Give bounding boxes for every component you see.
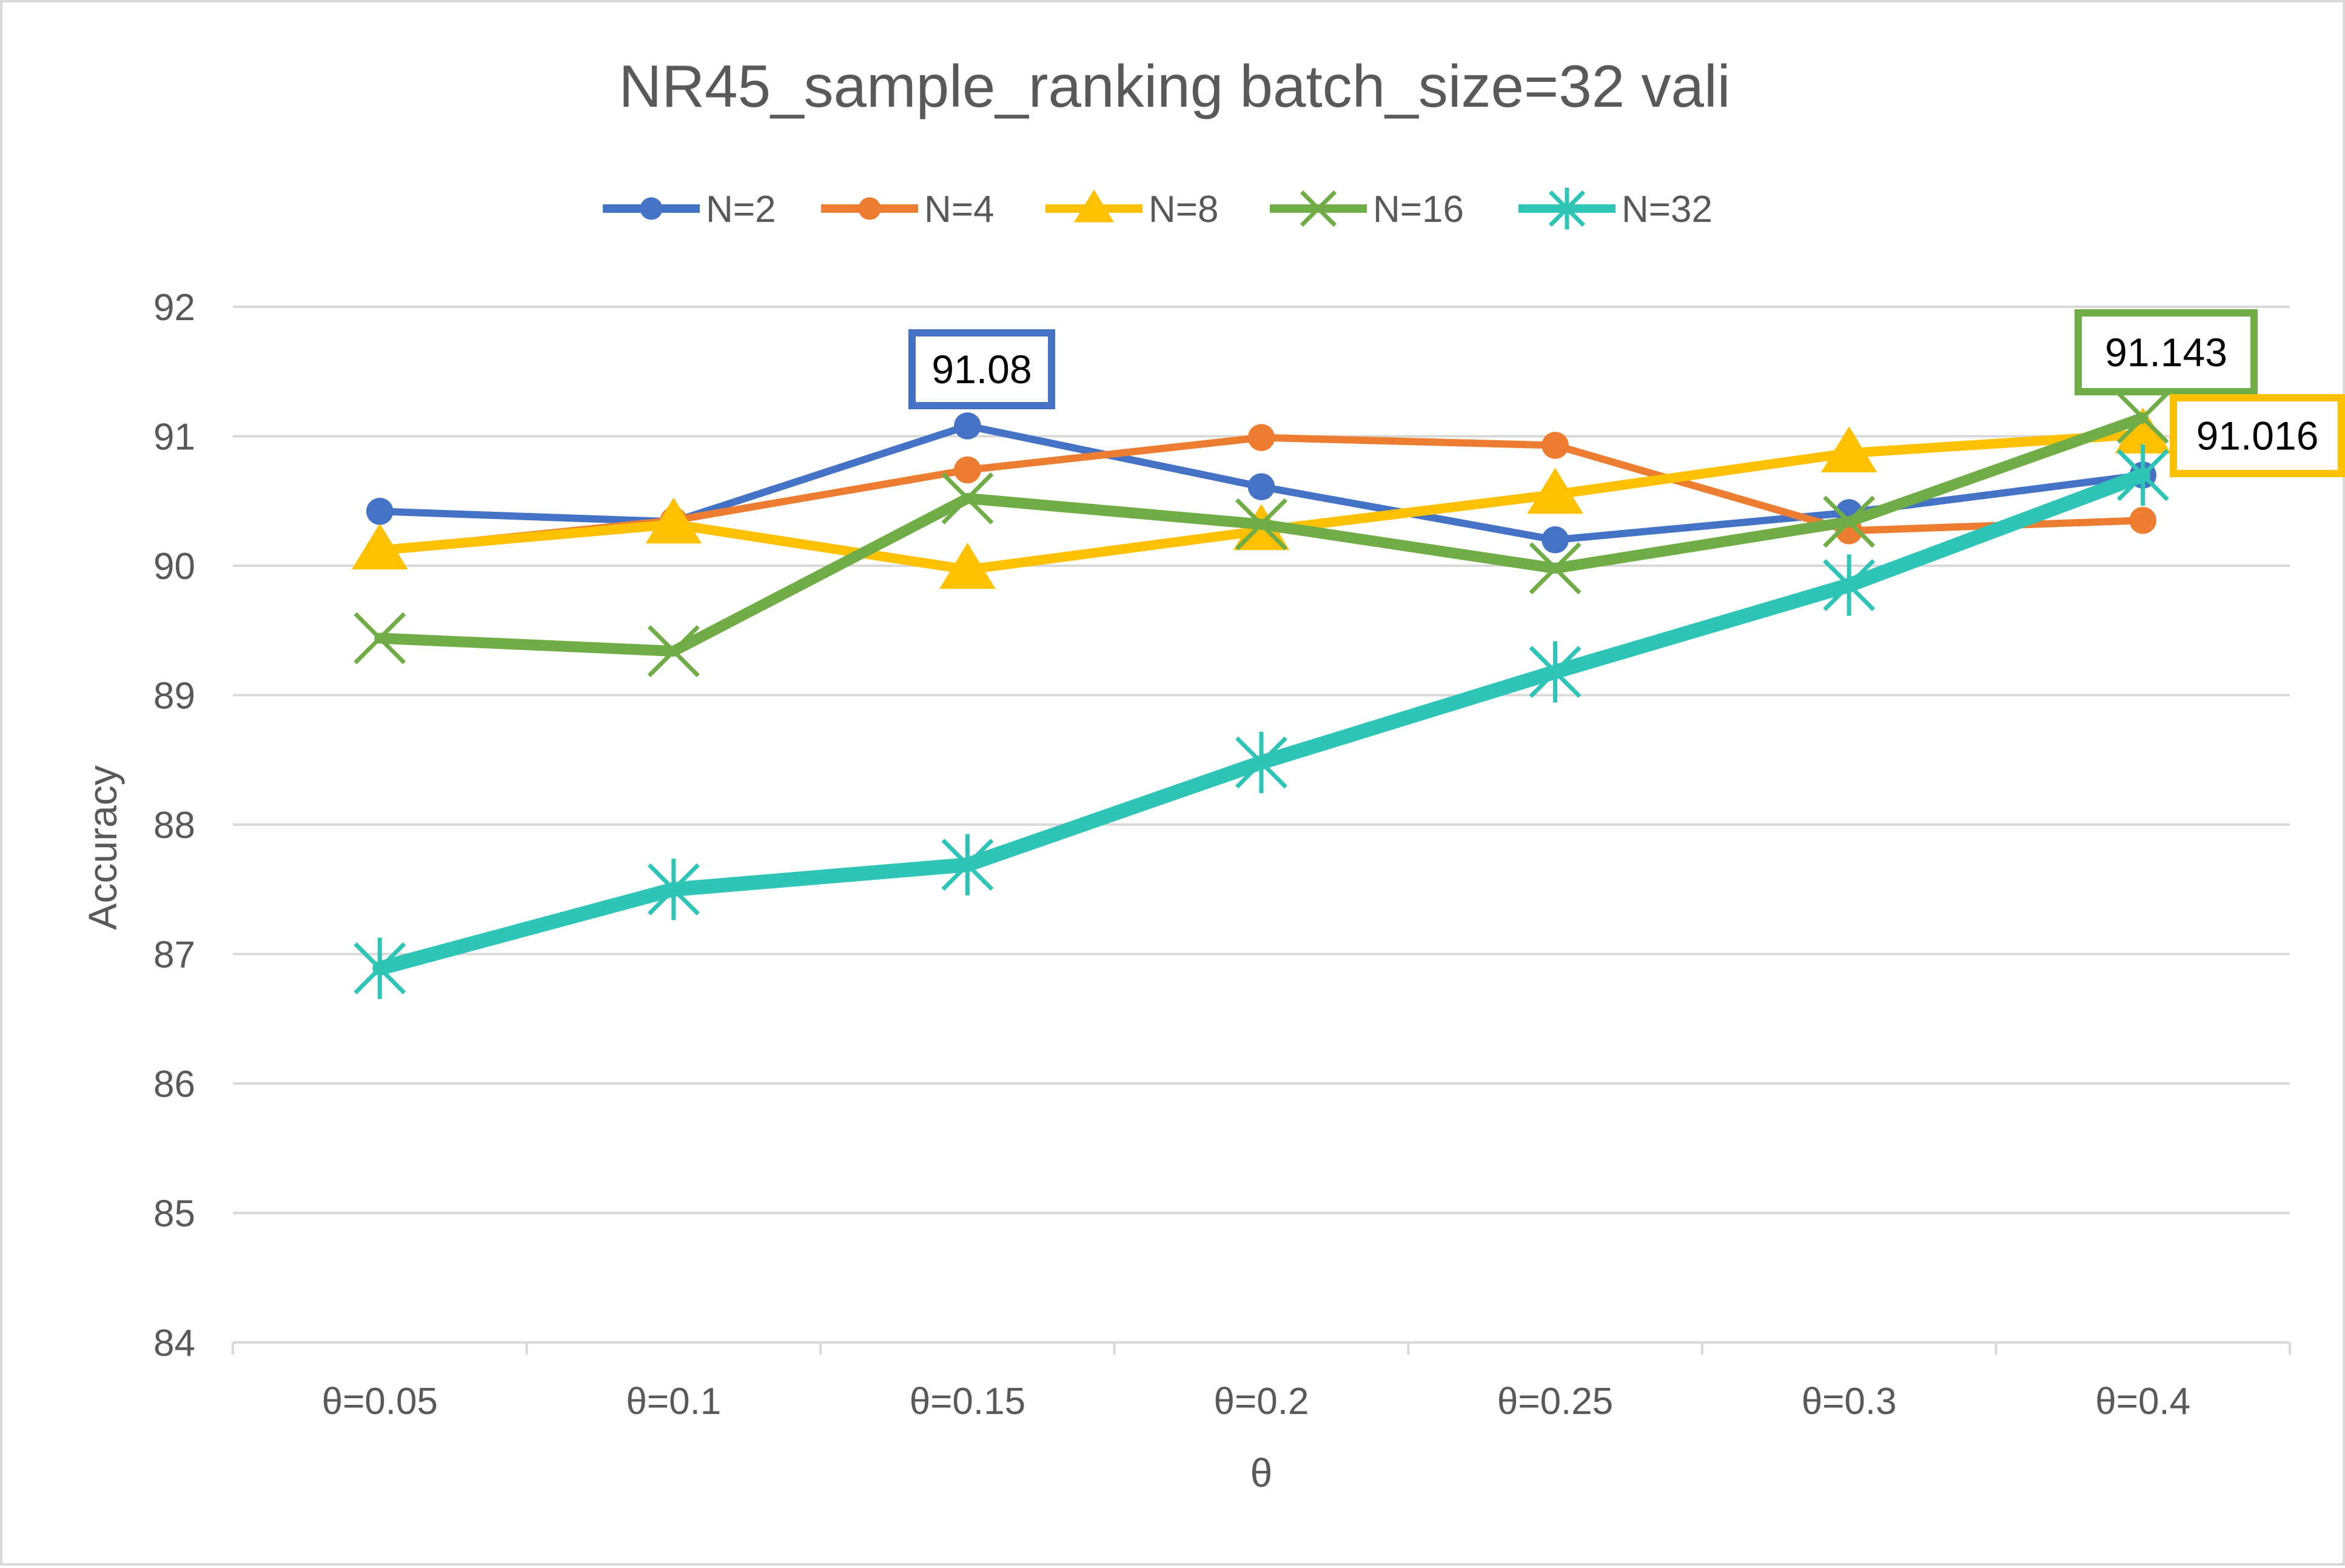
data-label-text: 91.016 [2196, 414, 2319, 458]
y-tick-label: 84 [153, 1322, 195, 1364]
x-tick-label: θ=0.4 [2095, 1381, 2190, 1422]
data-point [1527, 467, 1583, 514]
data-label-box [2170, 394, 2345, 477]
legend-item: N=16 [1270, 189, 1464, 230]
data-label-box [908, 329, 1055, 409]
data-point [1247, 473, 1275, 501]
data-point [2129, 506, 2157, 534]
x-tick-label: θ=0.3 [1802, 1381, 1897, 1422]
legend-label: N=4 [924, 189, 994, 230]
data-point [647, 625, 700, 677]
legend-item: N=2 [603, 189, 776, 230]
data-label-text: 91.143 [2105, 330, 2227, 375]
data-point [1235, 731, 1287, 794]
data-label-callout: 91.143 [2075, 309, 2258, 395]
data-point [645, 497, 702, 544]
legend-marker [1548, 187, 1586, 230]
data-point [954, 456, 981, 484]
y-tick-label: 92 [153, 287, 195, 329]
data-point [1823, 554, 1876, 616]
data-label-callout: 91.016 [2170, 394, 2345, 477]
y-axis-ticks: 84 85 86 87 88 89 90 91 92 [153, 287, 195, 1364]
data-point [1235, 498, 1287, 551]
data-point [1529, 641, 1582, 703]
legend-item: N=4 [821, 189, 994, 230]
y-tick-label: 91 [153, 417, 195, 458]
legend-item: N=8 [1045, 189, 1218, 230]
data-point [2115, 407, 2172, 454]
x-axis-title: θ [1250, 1450, 1273, 1495]
data-point [1529, 542, 1582, 595]
legend-marker [640, 197, 663, 220]
x-tick-label: θ=0.15 [910, 1381, 1025, 1422]
annotation-layer: 91.08 91.143 91.016 [908, 309, 2345, 477]
legend-label: N=8 [1149, 189, 1218, 230]
y-tick-label: 89 [153, 675, 195, 717]
data-point [1820, 426, 1877, 473]
x-axis: θ=0.05 θ=0.1 θ=0.15 θ=0.2 θ=0.25 θ=0.3 θ=0.4 [232, 1341, 2291, 1422]
data-point [1542, 526, 1569, 554]
data-point [941, 834, 994, 896]
x-tick-label: θ=0.2 [1214, 1381, 1309, 1422]
legend-label: N=2 [706, 189, 776, 230]
y-tick-label: 85 [153, 1193, 195, 1235]
y-tick-label: 88 [153, 805, 195, 846]
y-tick-label: 90 [153, 546, 195, 588]
x-tick-label: θ=0.25 [1497, 1381, 1613, 1422]
data-point [2116, 444, 2169, 506]
data-point [954, 412, 981, 440]
series-n-32 [354, 444, 2169, 999]
data-point [1542, 432, 1569, 459]
data-point [647, 859, 700, 920]
legend-marker [858, 197, 881, 220]
series-n-16 [354, 392, 2169, 677]
legend-label: N=32 [1622, 189, 1713, 230]
legend-label: N=16 [1373, 189, 1464, 230]
legend-marker [1073, 189, 1115, 223]
data-point [1823, 495, 1876, 548]
data-point [1247, 424, 1275, 451]
y-tick-label: 86 [153, 1064, 195, 1105]
y-axis-title: Accuracy [80, 765, 125, 930]
chart-title: NR45_sample_ranking batch_size=32 vali [619, 53, 1730, 119]
x-tick-label: θ=0.05 [322, 1381, 438, 1422]
data-label-box [2075, 309, 2258, 395]
data-point [351, 523, 408, 570]
data-point [941, 472, 994, 524]
data-point [366, 498, 394, 525]
data-label-callout: 91.08 [908, 329, 1055, 409]
legend: N=2 N=4 N=8 N=16 N=32 [603, 187, 1713, 230]
y-tick-label: 87 [153, 934, 195, 976]
legend-item: N=32 [1518, 187, 1713, 230]
data-point [354, 612, 406, 665]
series-n-8 [351, 407, 2172, 589]
legend-marker [1300, 190, 1337, 227]
data-point [939, 543, 996, 589]
x-tick-label: θ=0.1 [626, 1381, 721, 1422]
data-label-text: 91.08 [931, 347, 1032, 392]
series-layer [351, 392, 2172, 999]
data-point [2116, 392, 2169, 444]
data-point [354, 937, 406, 999]
